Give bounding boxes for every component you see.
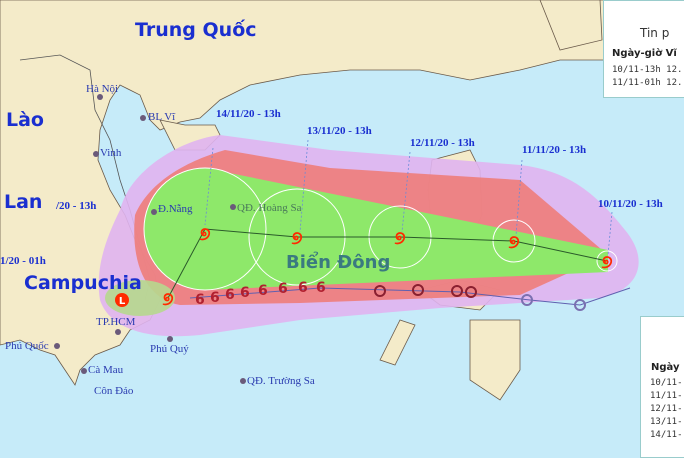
forecast-cone [205,168,608,290]
city-dots [54,94,246,384]
forecast-track [167,228,608,299]
svg-text:6: 6 [210,290,220,306]
city-camau: Cà Mau [88,364,124,376]
legend-header: Ngày [651,362,680,373]
city-vinh: Vinh [100,147,122,159]
svg-text:6: 6 [195,292,205,308]
svg-text:୭: ୭ [291,228,302,249]
legend-title: Tin p [640,26,670,40]
svg-text:6: 6 [298,280,308,296]
city-truongsa: QĐ. Trường Sa [247,375,315,387]
previous-track [189,287,631,306]
low-zone [105,280,175,316]
time-label: 11/11/20 - 13h [522,144,587,156]
country-laos: Lào [6,109,44,131]
city-hanoi: Hà Nội [86,83,119,95]
svg-text:୭: ୭ [199,224,210,245]
legend-row: 10/11- [650,378,683,388]
svg-text:L: L [119,296,126,307]
legend-row: 13/11- [650,417,683,427]
svg-text:6: 6 [278,281,288,297]
svg-text:୭: ୭ [508,232,519,253]
city-hoangsa: QĐ. Hoàng Sa [237,202,302,214]
storm-icons: ୭ ୭ ୭ ୭ ୭ ୭ [162,224,612,310]
country-thailand: Lan [4,191,43,213]
legend-row: 11/11-01h 12. [612,78,683,88]
previous-storm-positions [374,284,586,311]
svg-text:୭: ୭ [162,289,173,310]
svg-text:6: 6 [240,285,250,301]
country-china: Trung Quốc [135,19,257,41]
svg-text:୭: ୭ [394,228,405,249]
svg-text:6: 6 [316,280,326,296]
svg-text:6: 6 [258,283,268,299]
legend-row: 14/11- [650,430,683,440]
country-cambodia: Campuchia [24,272,142,294]
city-condao: Côn Đảo [94,385,134,397]
city-blvi: BL Vĩ [148,111,176,123]
time-label: 13/11/20 - 13h [307,125,372,137]
dashed-time-leaders [204,139,613,256]
legend-row: 11/11- [650,391,683,401]
city-hcm: TP.HCM [96,316,136,328]
wind-circle-10-11 [596,250,618,272]
city-phuquoc: Phú Quốc [5,340,49,352]
legend-panel-bottom: Ngày 10/11- 11/11- 12/11- 13/11- 14/11- [640,316,684,458]
wind-circle-11-11 [492,219,536,263]
legend-row: 10/11-13h 12. [612,65,683,75]
svg-text:6: 6 [225,287,235,303]
legend-row: 12/11- [650,404,683,414]
legend-panel-top: Tin p Ngày-giờ Vĩ 10/11-13h 12. 11/11-01… [603,0,684,98]
time-label: 10/11/20 - 13h [598,198,663,210]
sea-label: Biển Đông [286,252,391,273]
low-pressure-icon: L [115,293,129,307]
svg-text:୭: ୭ [601,252,612,273]
legend-header: Ngày-giờ Vĩ [612,48,677,59]
city-danang: Đ.Nẵng [158,203,193,215]
time-label: 14/11/20 - 13h [216,108,281,120]
time-label: /20 - 13h [56,200,97,212]
time-label: 1/20 - 01h [0,255,46,267]
time-label: 12/11/20 - 13h [410,137,475,149]
city-phuquy: Phú Quý [150,343,189,355]
